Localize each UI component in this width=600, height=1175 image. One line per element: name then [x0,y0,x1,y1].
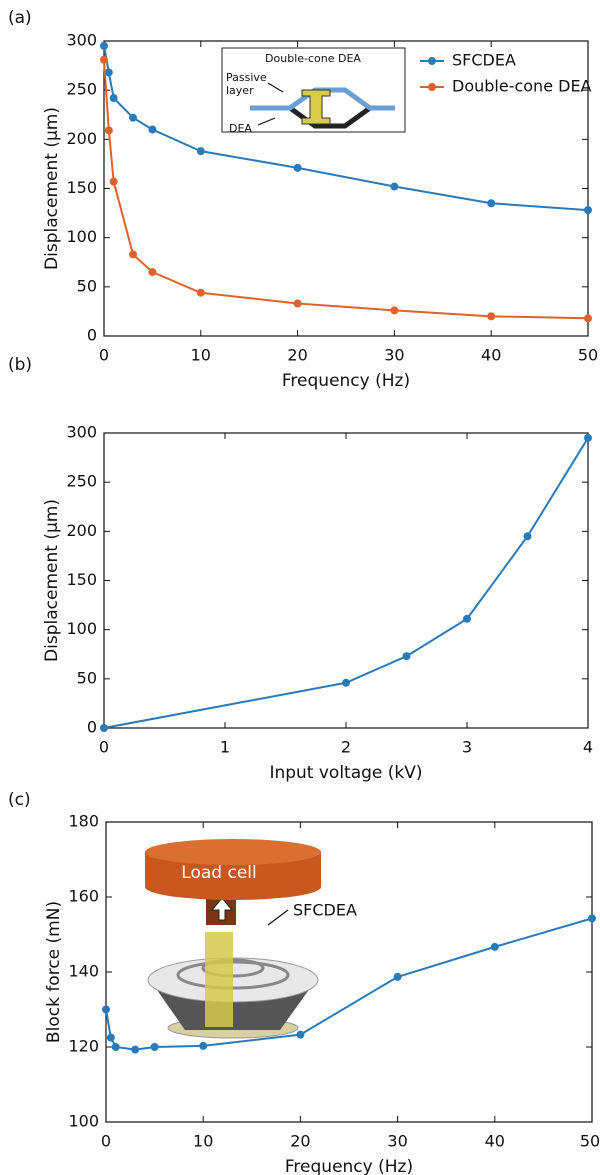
data-point [199,1041,208,1050]
annotation: Load cell [181,863,256,883]
y-tick-label: 150 [66,178,97,197]
data-point [109,177,118,186]
y-axis-label: Displacement (μm) [42,499,62,662]
y-tick-label: 100 [66,619,97,638]
panel-label: (c) [8,790,31,810]
x-tick-label: 2 [341,738,351,757]
annotation: Passive [226,71,267,84]
data-point [393,972,402,981]
x-tick-label: 3 [462,738,472,757]
y-tick-label: 50 [77,276,97,295]
data-point [100,41,108,50]
y-tick-label: 100 [66,227,97,246]
annotation: Double-cone DEA [265,52,361,65]
y-tick-label: 100 [68,1112,99,1131]
legend-label: Double-cone DEA [452,77,592,96]
y-tick-label: 50 [77,668,97,687]
data-point [100,55,108,64]
annotation: layer [226,84,254,97]
x-tick-label: 40 [485,1132,505,1151]
data-point [584,206,592,215]
data-point [196,288,205,297]
series-line [103,45,589,212]
data-point [584,314,592,323]
y-tick-label: 200 [66,129,97,148]
data-point [463,614,471,623]
series-line [103,437,589,729]
data-point [104,68,113,77]
y-tick-label: 140 [68,962,99,981]
data-point [100,724,108,732]
y-axis-label: Displacement (μm) [42,107,62,270]
data-point [131,1045,140,1054]
data-point [109,94,118,103]
data-point [402,652,411,661]
data-point [111,1043,120,1051]
series-line [105,917,593,1051]
data-point [150,1043,159,1051]
y-tick-label: 180 [68,812,99,831]
y-tick-label: 250 [66,472,97,491]
legend-label: SFCDEA [452,51,516,70]
x-tick-label: 50 [578,346,598,365]
data-point [148,125,157,134]
data-point [523,532,532,541]
y-tick-label: 300 [66,423,97,442]
x-axis-label: Frequency (Hz) [282,371,410,391]
x-tick-label: 20 [290,1132,310,1151]
x-tick-label: 10 [193,1132,213,1151]
data-point [129,113,138,122]
y-tick-label: 200 [66,521,97,540]
legend-marker [428,83,436,91]
panel-label: (b) [8,355,32,375]
y-tick-label: 160 [68,887,99,906]
x-tick-label: 0 [99,346,109,365]
x-tick-label: 0 [99,738,109,757]
inset-schematic [221,47,406,133]
y-tick-label: 300 [66,31,97,50]
data-point [293,299,302,308]
data-point [148,268,157,277]
x-tick-label: 30 [387,1132,407,1151]
data-point [588,914,596,923]
data-point [390,182,399,191]
data-point [293,163,302,172]
data-point [104,126,113,135]
x-tick-label: 10 [191,346,211,365]
y-tick-label: 120 [68,1037,99,1056]
x-axis-label: Frequency (Hz) [285,1157,413,1175]
y-axis-label: Block force (mN) [44,901,64,1043]
data-point [390,306,399,315]
x-tick-label: 0 [101,1132,111,1151]
x-tick-label: 1 [220,738,230,757]
series-line [103,59,589,320]
data-point [584,433,592,442]
y-tick-label: 0 [87,718,97,737]
data-point [342,678,350,687]
y-tick-label: 0 [87,326,97,345]
x-tick-label: 4 [583,738,593,757]
inset-illustration [145,839,321,1039]
data-point [102,1005,110,1014]
data-point [196,147,205,156]
data-point [490,942,499,951]
data-point [106,1033,115,1042]
annotation: SFCDEA [293,901,357,920]
x-tick-label: 20 [287,346,307,365]
x-tick-label: 30 [384,346,404,365]
y-tick-label: 150 [66,570,97,589]
panel-label: (a) [8,8,32,28]
annotation: DEA [229,122,252,135]
legend-marker [428,57,436,65]
data-point [487,312,496,321]
x-tick-label: 40 [481,346,501,365]
data-point [129,250,138,259]
x-tick-label: 50 [580,1132,600,1151]
x-axis-label: Input voltage (kV) [269,763,422,783]
data-point [487,199,496,208]
y-tick-label: 250 [66,80,97,99]
data-point [296,1030,305,1039]
